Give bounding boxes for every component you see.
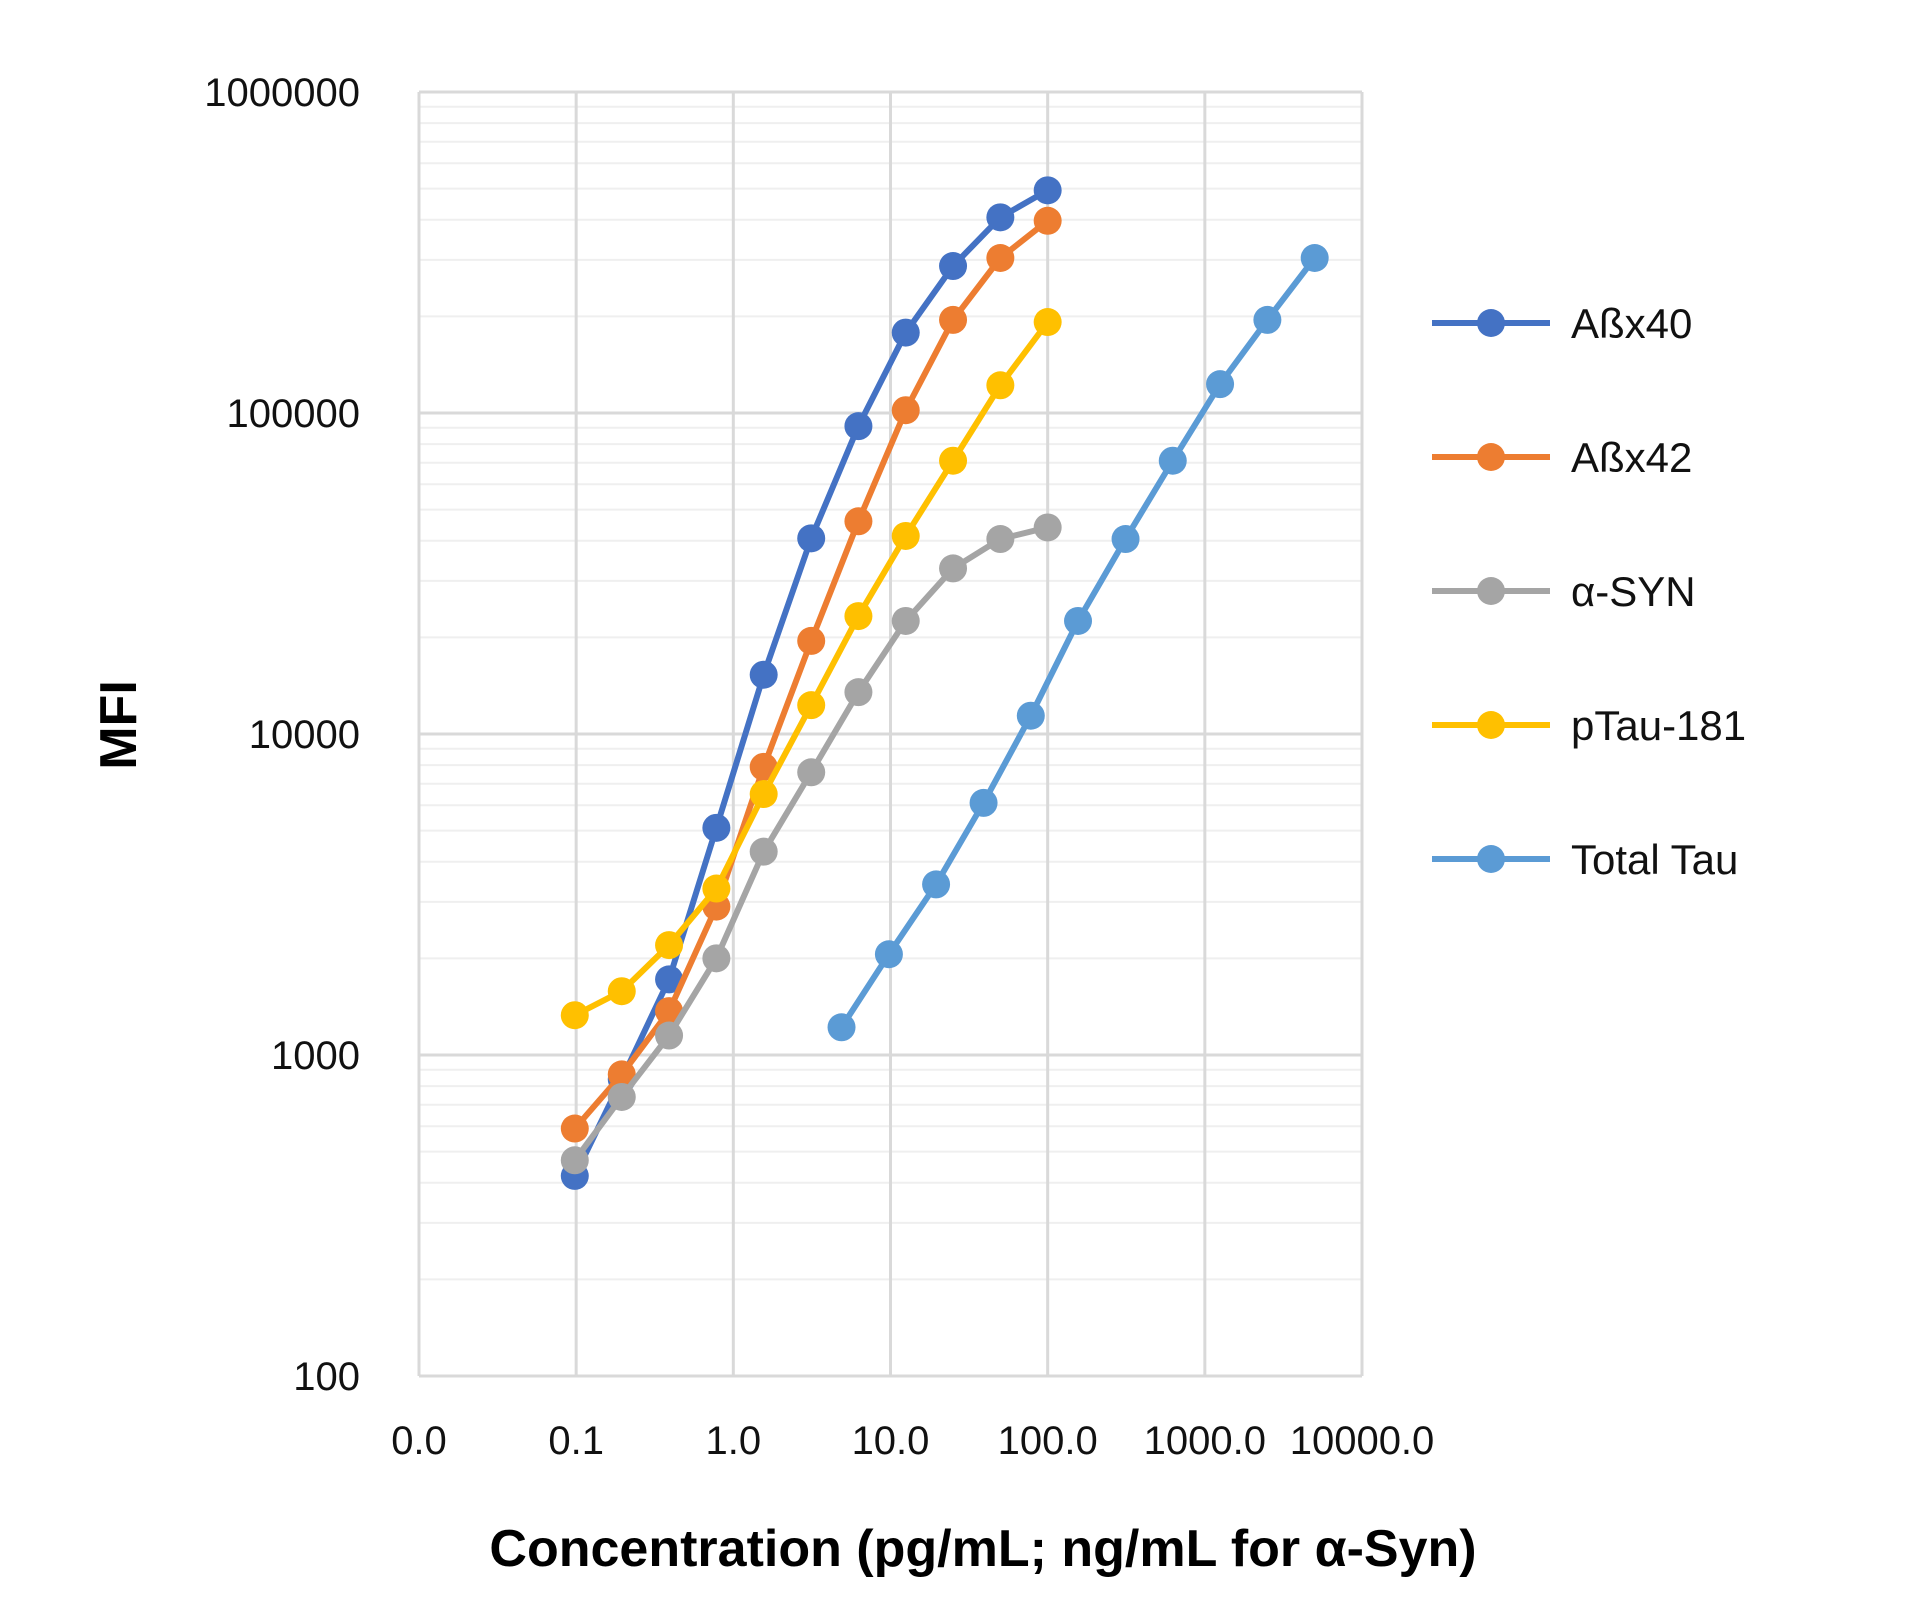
- series-α-SYN: [560, 513, 1062, 1175]
- legend-marker: [1477, 845, 1505, 873]
- legend-item: Aßx42: [1432, 434, 1692, 481]
- legend-item: α-SYN: [1432, 568, 1696, 615]
- data-point: [655, 965, 684, 994]
- series-line: [572, 187, 1050, 1178]
- data-point: [702, 944, 731, 973]
- legend: Aßx40 Aßx42 α-SYN pTau-181 Total Tau: [1432, 300, 1746, 883]
- data-point: [844, 678, 873, 707]
- data-point: [1300, 243, 1329, 272]
- x-tick-labels: 0.0 0.1 1.0 10.0 100.0 1000.0 10000.0: [391, 1419, 1434, 1463]
- x-tick-label: 1.0: [706, 1419, 762, 1463]
- data-point: [749, 752, 778, 781]
- data-point: [986, 525, 1015, 554]
- y-tick-label: 100: [293, 1355, 360, 1399]
- data-point: [986, 371, 1015, 400]
- data-point: [702, 813, 731, 842]
- data-point: [827, 1013, 856, 1042]
- y-tick-label: 1000000: [204, 71, 360, 115]
- legend-label: Total Tau: [1571, 836, 1738, 883]
- data-point: [655, 997, 684, 1026]
- y-axis-title: MFI: [90, 680, 148, 770]
- data-point: [607, 1082, 636, 1111]
- data-point: [1253, 305, 1282, 334]
- x-tick-label: 0.1: [548, 1419, 604, 1463]
- data-point: [1064, 606, 1093, 635]
- x-tick-label: 10.0: [852, 1419, 930, 1463]
- data-point: [1016, 701, 1045, 730]
- legend-marker: [1477, 309, 1505, 337]
- data-point: [749, 780, 778, 809]
- legend-item: pTau-181: [1432, 702, 1746, 749]
- series-Aßx42: [560, 206, 1062, 1143]
- series-line: [839, 256, 1318, 1029]
- data-point: [1206, 370, 1235, 399]
- x-axis-title: Concentration (pg/mL; ng/mL for α-Syn): [489, 1520, 1476, 1578]
- series-line: [572, 524, 1049, 1163]
- legend-item: Aßx40: [1432, 300, 1692, 347]
- data-point: [844, 602, 873, 631]
- legend-label: pTau-181: [1571, 702, 1746, 749]
- data-point: [922, 870, 951, 899]
- legend-marker: [1477, 577, 1505, 605]
- series-Aßx40: [560, 176, 1062, 1190]
- series-line: [572, 218, 1050, 1131]
- data-point: [1158, 446, 1187, 475]
- legend-label: Aßx42: [1571, 434, 1692, 481]
- data-point: [749, 837, 778, 866]
- legend-label: Aßx40: [1571, 300, 1692, 347]
- data-point: [1111, 525, 1140, 554]
- data-point: [560, 1001, 589, 1030]
- y-tick-label: 100000: [227, 392, 360, 436]
- data-point: [986, 203, 1015, 232]
- data-point: [655, 931, 684, 960]
- y-tick-label: 1000: [271, 1034, 360, 1078]
- data-point: [891, 318, 920, 347]
- data-point: [655, 1021, 684, 1050]
- x-tick-label: 10000.0: [1290, 1419, 1435, 1463]
- y-tick-labels: 100 1000 10000 100000 1000000: [204, 71, 360, 1399]
- legend-item: Total Tau: [1432, 836, 1738, 883]
- series-Total Tau: [827, 243, 1329, 1042]
- data-point: [797, 691, 826, 720]
- data-point: [874, 940, 903, 969]
- series-line: [573, 320, 1051, 1018]
- data-point: [749, 660, 778, 689]
- data-point: [702, 874, 731, 903]
- grid: [417, 90, 1364, 1378]
- data-point: [939, 252, 968, 281]
- data-point: [891, 606, 920, 635]
- legend-label: α-SYN: [1571, 568, 1696, 615]
- data-point: [607, 977, 636, 1006]
- data-point: [844, 507, 873, 536]
- legend-marker: [1477, 443, 1505, 471]
- data-point: [986, 243, 1015, 272]
- data-point: [1033, 308, 1062, 337]
- data-point: [560, 1114, 589, 1143]
- data-point: [560, 1146, 589, 1175]
- legend-marker: [1477, 711, 1505, 739]
- data-point: [844, 412, 873, 441]
- y-tick-label: 10000: [249, 713, 360, 757]
- data-point: [797, 626, 826, 655]
- data-point: [1033, 513, 1062, 542]
- data-point: [797, 758, 826, 787]
- data-point: [797, 524, 826, 553]
- data-point: [1033, 206, 1062, 235]
- series-lines: [560, 176, 1329, 1190]
- data-point: [891, 521, 920, 550]
- x-tick-label: 100.0: [998, 1419, 1098, 1463]
- data-point: [891, 396, 920, 425]
- x-tick-label: 1000.0: [1144, 1419, 1266, 1463]
- data-point: [939, 446, 968, 475]
- data-point: [939, 554, 968, 583]
- x-tick-label: 0.0: [391, 1419, 447, 1463]
- data-point: [1033, 176, 1062, 205]
- data-point: [969, 788, 998, 817]
- data-point: [607, 1060, 636, 1089]
- data-point: [939, 305, 968, 334]
- series-pTau-181: [560, 308, 1062, 1030]
